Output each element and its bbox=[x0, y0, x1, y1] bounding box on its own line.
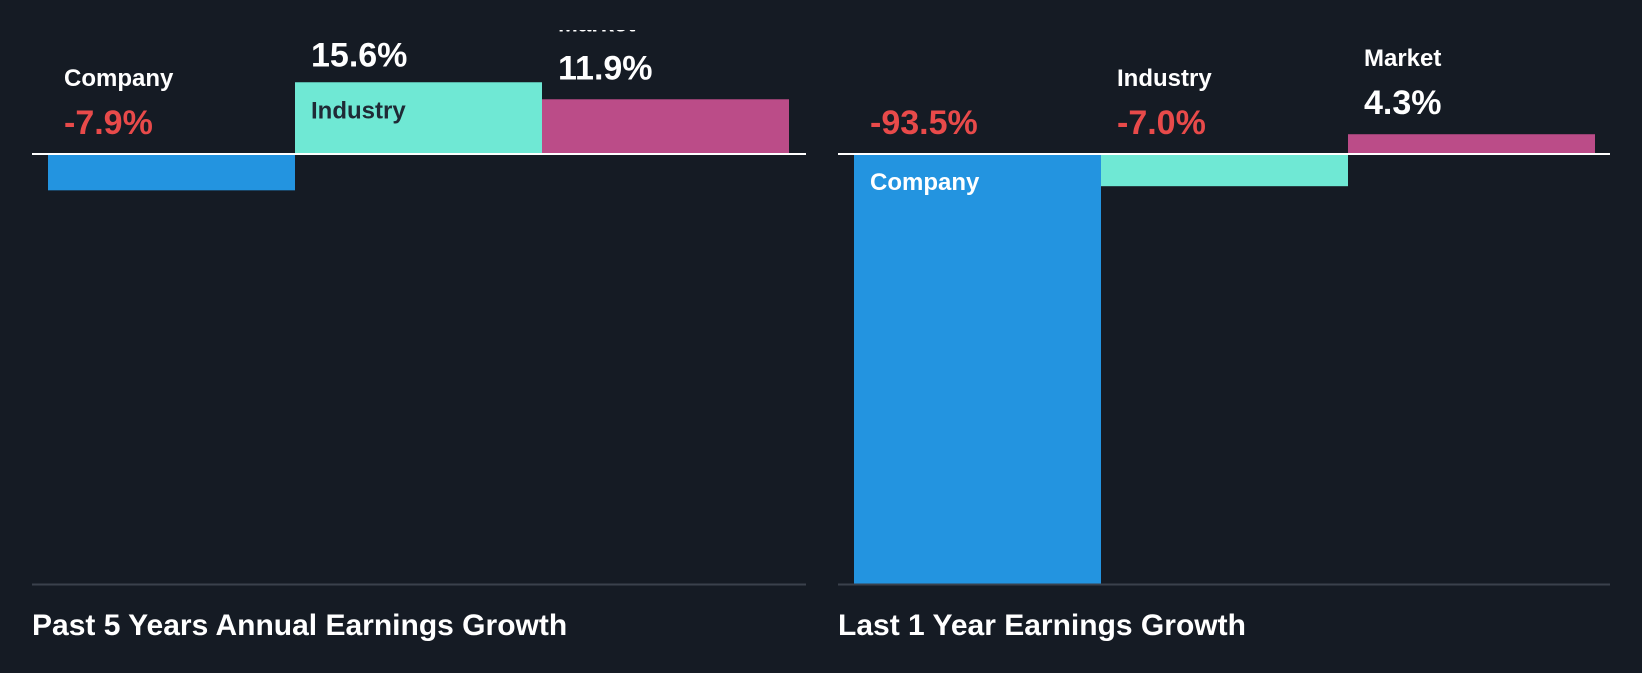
value-label-market: 4.3% bbox=[1364, 84, 1442, 122]
value-label-market: 11.9% bbox=[558, 49, 653, 87]
chart-title: Last 1 Year Earnings Growth bbox=[838, 609, 1246, 642]
category-label-industry: Industry bbox=[311, 97, 406, 124]
value-label-company: -7.9% bbox=[64, 104, 153, 142]
bar-market bbox=[542, 99, 789, 154]
bar-industry bbox=[1101, 154, 1348, 187]
bar-company bbox=[854, 154, 1101, 584]
panel-past-5-years: Company -7.9% Industry 15.6% Market 11.9% Past… bbox=[32, 10, 806, 642]
value-label-company: -93.5% bbox=[870, 104, 978, 142]
bar-industry bbox=[295, 82, 542, 154]
category-label-market: Market bbox=[1364, 45, 1441, 72]
bar-company bbox=[48, 154, 295, 191]
category-label-company: Company bbox=[870, 169, 980, 196]
category-label-company: Company bbox=[64, 65, 174, 92]
value-label-industry: 15.6% bbox=[311, 36, 407, 74]
category-label-market: Market bbox=[558, 10, 635, 37]
bar-market bbox=[1348, 134, 1595, 154]
category-label-industry: Industry bbox=[1117, 65, 1212, 92]
value-label-industry: -7.0% bbox=[1117, 104, 1206, 142]
panel-last-1-year: Company -93.5% Industry -7.0% Market 4.3% Last… bbox=[838, 45, 1610, 642]
chart-title: Past 5 Years Annual Earnings Growth bbox=[32, 609, 567, 642]
